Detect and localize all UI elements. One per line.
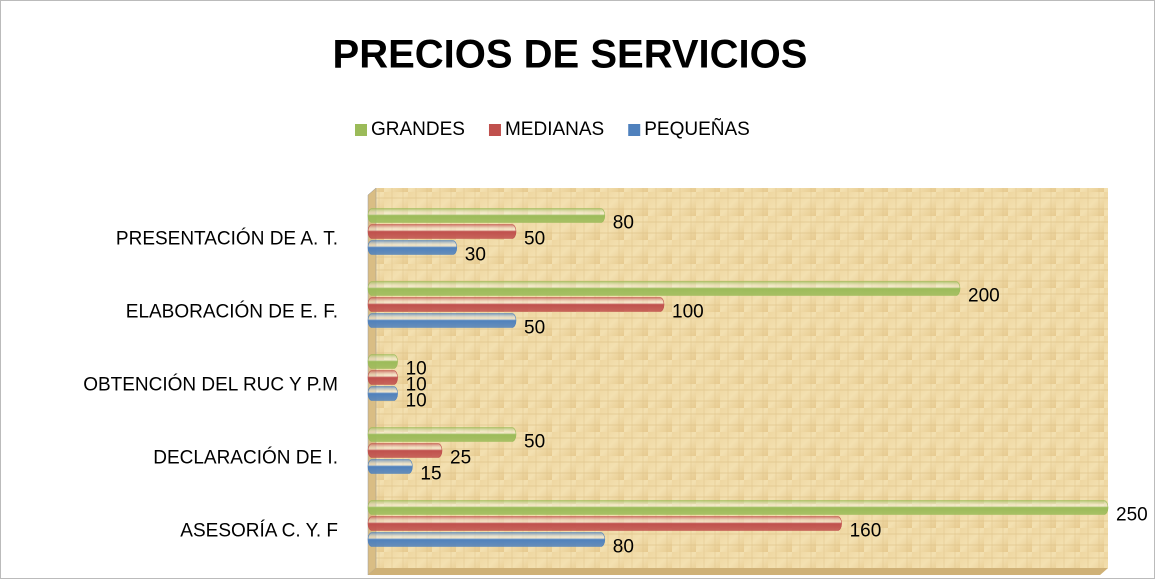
y-tick-label: DECLARACIÓN DE I. [153, 447, 338, 469]
data-label: 200 [968, 286, 1000, 307]
y-tick-label: OBTENCIÓN DEL RUC Y P.M [83, 374, 338, 396]
bar [367, 370, 398, 385]
bar [367, 386, 398, 401]
floor [368, 568, 1108, 575]
data-label: 100 [672, 302, 704, 323]
legend-label: MEDIANAS [505, 119, 604, 140]
bar [367, 240, 458, 255]
y-tick-label: PRESENTACIÓN DE A. T. [116, 228, 338, 250]
bar [367, 500, 1109, 515]
legend-swatch [628, 124, 641, 136]
bar [367, 281, 961, 296]
bar [367, 532, 606, 547]
y-tick-label: ASESORÍA C. Y. F [180, 521, 338, 542]
bar [367, 313, 517, 328]
bar [367, 443, 443, 458]
data-label: 10 [406, 391, 427, 412]
data-label: 10 [406, 359, 427, 380]
data-label: 10 [406, 375, 427, 396]
data-label: 15 [420, 464, 441, 485]
legend-swatch [488, 124, 501, 136]
data-label: 250 [1116, 505, 1148, 526]
data-label: 80 [613, 213, 634, 234]
bar [367, 427, 517, 442]
bar [367, 459, 413, 474]
bar [367, 208, 606, 223]
legend-swatch [355, 124, 367, 136]
bar [367, 354, 398, 369]
bar [367, 224, 517, 239]
data-label: 80 [613, 537, 634, 558]
bar [367, 297, 665, 312]
y-tick-label: ELABORACIÓN DE E. F. [126, 301, 338, 323]
data-label: 50 [524, 229, 545, 250]
chart-title: PRECIOS DE SERVICIOS [333, 33, 808, 77]
data-label: 50 [524, 318, 545, 339]
data-label: 160 [850, 521, 882, 542]
bar [367, 516, 842, 531]
data-label: 25 [450, 448, 471, 469]
data-label: 30 [465, 245, 486, 266]
legend-label: PEQUEÑAS [644, 118, 750, 140]
legend-label: GRANDES [371, 119, 465, 140]
data-label: 50 [524, 432, 545, 453]
